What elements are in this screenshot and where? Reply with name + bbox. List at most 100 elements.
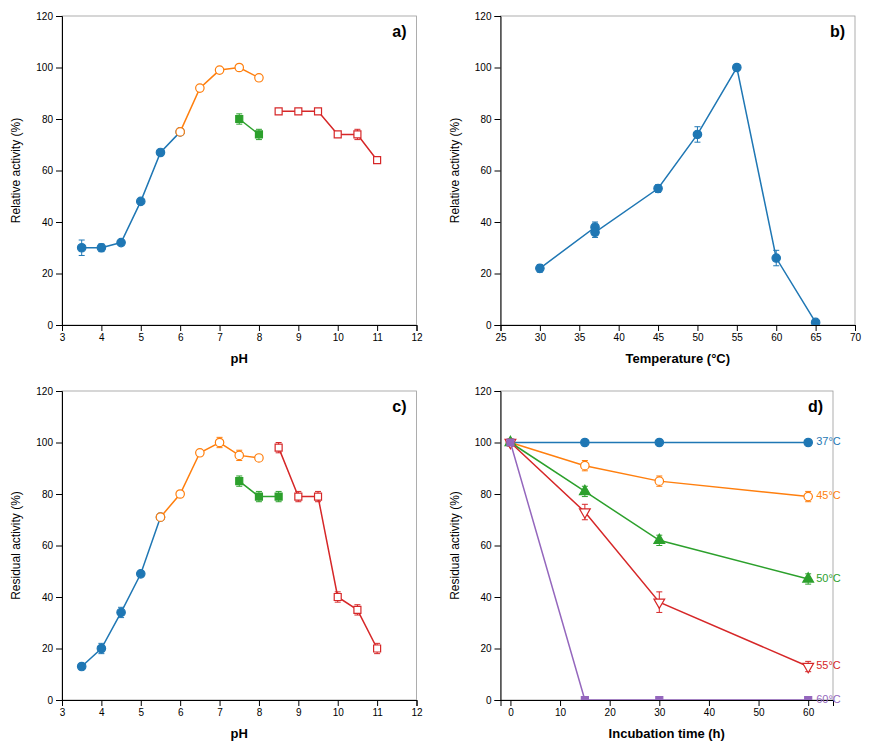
y-tick: 100 — [475, 62, 501, 73]
x-tick: 12 — [411, 700, 423, 718]
series — [77, 128, 184, 256]
series-line — [160, 443, 258, 518]
point — [654, 599, 665, 608]
point — [255, 74, 263, 82]
point — [334, 131, 341, 138]
point — [176, 128, 184, 136]
x-tick-mark — [776, 325, 777, 331]
error-bar-cap — [582, 504, 588, 505]
y-tick-mark — [495, 274, 501, 275]
point — [581, 461, 589, 469]
y-tick: 100 — [475, 437, 501, 448]
series-line — [510, 443, 808, 701]
plot-frame — [62, 391, 417, 700]
point — [236, 116, 243, 123]
y-tick-label: 20 — [42, 643, 54, 654]
point — [156, 148, 164, 156]
y-tick-label: 0 — [486, 320, 492, 331]
error-bar-cap — [354, 615, 360, 616]
x-tick: 50 — [753, 700, 765, 718]
x-tick: 25 — [495, 325, 507, 343]
series — [536, 63, 820, 325]
y-tick: 20 — [480, 643, 500, 654]
error-bar-cap — [315, 491, 321, 492]
x-tick-mark — [180, 700, 181, 706]
error-bar-cap — [295, 491, 301, 492]
x-axis-title: pH — [231, 351, 248, 366]
panel: 3456789101112020406080100120a)pHRelative… — [9, 11, 423, 366]
point — [811, 318, 819, 325]
plot-area — [536, 63, 820, 325]
x-tick-label: 50 — [753, 707, 765, 718]
y-tick: 20 — [42, 268, 62, 279]
y-tick: 40 — [480, 217, 500, 228]
point — [236, 478, 243, 485]
plot-area — [505, 436, 814, 700]
series — [176, 63, 263, 136]
x-tick: 10 — [333, 325, 345, 343]
x-axis-line — [63, 326, 418, 332]
x-tick: 30 — [654, 700, 666, 718]
x-tick-label: 12 — [411, 707, 423, 718]
y-axis: 020406080100120 — [475, 386, 501, 706]
error-bar-cap — [805, 584, 811, 585]
error-bar-cap — [236, 124, 242, 125]
x-tick: 5 — [138, 325, 144, 343]
x-tick-mark — [855, 325, 856, 331]
point — [656, 697, 663, 701]
x-tick-label: 60 — [803, 707, 815, 718]
error-bar — [256, 129, 262, 139]
point — [506, 438, 514, 446]
point — [804, 492, 812, 500]
x-tick-label: 25 — [495, 332, 507, 343]
y-tick: 80 — [480, 114, 500, 125]
series-label: 50°C — [816, 572, 841, 584]
series-label: 55°C — [816, 659, 841, 671]
error-bar-cap — [582, 496, 588, 497]
series — [236, 114, 263, 140]
x-tick: 10 — [333, 700, 345, 718]
point — [654, 534, 665, 543]
y-tick-mark — [56, 119, 62, 120]
x-tick-mark — [659, 700, 660, 706]
y-axis-title: Residual activity (%) — [9, 491, 23, 600]
error-bar-cap — [354, 604, 360, 605]
x-tick-label: 6 — [178, 332, 184, 343]
point — [505, 439, 516, 448]
x-tick-label: 3 — [60, 332, 66, 343]
plot-frame — [501, 16, 856, 325]
x-tick-label: 6 — [178, 707, 184, 718]
point — [805, 697, 812, 701]
x-tick: 20 — [605, 700, 617, 718]
y-tick: 60 — [480, 540, 500, 551]
x-axis-line — [501, 701, 834, 707]
panel-label: b) — [830, 23, 845, 40]
y-tick: 0 — [486, 695, 501, 706]
point — [803, 663, 814, 672]
x-tick-mark — [101, 325, 102, 331]
y-tick: 80 — [480, 489, 500, 500]
x-tick: 4 — [99, 700, 105, 718]
y-axis-title: Relative activity (%) — [448, 118, 462, 223]
x-tick-label: 7 — [217, 707, 223, 718]
y-axis: 020406080100120 — [36, 11, 62, 331]
x-tick-mark — [417, 700, 418, 706]
point — [315, 108, 322, 115]
error-bar — [315, 109, 321, 114]
x-tick-mark — [101, 700, 102, 706]
y-tick-mark — [495, 597, 501, 598]
x-tick-label: 30 — [535, 332, 547, 343]
y-tick-label: 100 — [36, 437, 53, 448]
point — [235, 63, 243, 71]
point — [275, 444, 282, 451]
point — [579, 485, 590, 494]
error-bar-cap — [694, 142, 700, 143]
point — [156, 513, 164, 521]
error-bar — [315, 491, 321, 501]
y-tick-label: 80 — [480, 114, 492, 125]
x-tick-mark — [658, 325, 659, 331]
y-tick: 60 — [480, 165, 500, 176]
series-line — [510, 443, 808, 579]
x-tick-label: 10 — [555, 707, 567, 718]
error-bar-cap — [354, 129, 360, 130]
